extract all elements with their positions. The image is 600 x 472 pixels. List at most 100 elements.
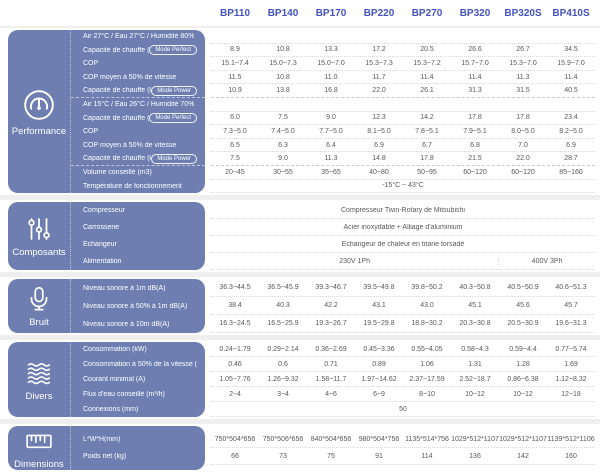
spec-value: 16.5~25.9 — [267, 320, 299, 328]
spec-sections: Performance Air 27°C / Eau 27°C / Humidit… — [0, 28, 600, 472]
spec-value: 6.3 — [278, 141, 288, 149]
spec-value: 10.9 — [228, 87, 242, 95]
spec-value: 60~120 — [511, 168, 535, 176]
spec-label-row: Air 15°C / Eau 26°C / Humidité 70% — [71, 98, 205, 112]
spec-value-row: 66 73 75 91 114 136 142 160 — [211, 448, 595, 466]
section-header: Divers — [8, 342, 71, 418]
spec-value: 7.4~5.0 — [271, 127, 295, 135]
spec-value: 9.0 — [278, 155, 288, 163]
spec-label: Niveau sonore à 50% à 1m dB(A) — [83, 302, 188, 310]
spec-value: 142 — [517, 452, 529, 460]
spec-value: 15.9~7.0 — [557, 59, 585, 67]
section-values: 36.3~44.5 36.5~45.9 39.3~46.7 39.5~49.8 39.8… — [205, 279, 595, 334]
spec-label: Température de fonctionnement — [83, 182, 182, 190]
spec-value: 6.5 — [230, 141, 240, 149]
spec-value: 7.5 — [278, 114, 288, 122]
mode-badge: Mode Perfect — [149, 113, 197, 124]
section-bruit: Bruit Niveau sonore à 1m dB(A) Niveau sono… — [0, 277, 600, 336]
spec-label-row: L*W*H(mm) — [71, 431, 205, 448]
section-values: 750*504*656 750*506*656 840*504*656 980*504… — [205, 426, 595, 470]
spec-value: 7.7~5.0 — [319, 127, 343, 135]
model-header-row: BP110 BP140 BP170 BP220 BP270 BP320 BP320S BP41… — [0, 0, 600, 26]
spec-value-row: Compresseur Twin-Rotary de Mitsubishi — [211, 202, 595, 220]
spec-label-row: Niveau sonore à 1m dB(A) — [71, 279, 205, 297]
gauge-icon — [21, 87, 57, 123]
spec-value: 0.77~5.74 — [555, 345, 587, 353]
spec-value: 73 — [279, 452, 287, 460]
spec-value: 0.6 — [278, 360, 288, 368]
section-performance: Performance Air 27°C / Eau 27°C / Humidit… — [0, 28, 600, 196]
spec-value: 15.3~7.0 — [509, 59, 537, 67]
section-composants: Composants Compresseur Carrosserie Échangeu… — [0, 200, 600, 273]
spec-label: Air 27°C / Eau 27°C / Humidité 80% — [83, 33, 195, 41]
spec-value: 36.5~45.9 — [267, 284, 299, 292]
section-header: Dimensions — [8, 426, 71, 471]
section-header: Performance — [8, 30, 71, 194]
spec-value: 6.0 — [230, 114, 240, 122]
spec-value-span: Échangeur de chaleur en titane torsadé — [341, 240, 465, 248]
spec-value: 10~12 — [465, 390, 485, 398]
spec-value-row: 36.3~44.5 36.5~45.9 39.3~46.7 39.5~49.8 39.8… — [211, 279, 595, 298]
spec-value: 114 — [421, 452, 433, 460]
spec-value: 750*506*656 — [262, 435, 304, 443]
spec-value: 8.1~5.0 — [367, 127, 391, 135]
mode-badge: Mode Perfect — [149, 45, 197, 56]
section-panel: Performance Air 27°C / Eau 27°C / Humidit… — [8, 30, 205, 194]
spec-value: 0.29~2.14 — [267, 345, 299, 353]
spec-label-row: Capacité de chauffe (kW)Mode Power — [71, 152, 205, 166]
spec-value: 18.8~30.2 — [411, 320, 443, 328]
spec-value-row: 11.5 10.8 11.0 11.7 11.4 11.4 11.3 11.4 — [211, 71, 595, 85]
section-labels: Consommation (kW) Consommation à 50% de l… — [71, 342, 205, 417]
spec-value: 13.8 — [276, 87, 290, 95]
spec-value: 840*504*656 — [310, 435, 352, 443]
spec-label: Capacité de chauffe (kW) — [83, 87, 152, 95]
spec-value: 20.3~30.8 — [459, 320, 491, 328]
spec-value: 7.0 — [518, 141, 528, 149]
spec-value-row: -15°C ~ 43°C — [211, 180, 595, 194]
spec-value: 11.3 — [516, 73, 530, 81]
spec-value: 4~6 — [325, 390, 337, 398]
spec-value: 8.0~5.0 — [511, 127, 535, 135]
spec-label-row: Échangeur — [71, 236, 205, 253]
spec-value: 34.5 — [564, 46, 578, 54]
spec-value: 3~4 — [277, 390, 289, 398]
section-values: 8.9 10.8 13.3 17.2 20.5 26.6 26.7 34.5 15.1~7.4 1… — [205, 30, 595, 194]
spec-value: 43.0 — [420, 302, 434, 310]
spec-value: 8~10 — [419, 390, 435, 398]
section-panel: Dimensions L*W*H(mm) Poids net (kg) — [8, 426, 205, 471]
spec-label-row: Capacité de chauffe (kW)Mode Power — [71, 84, 205, 98]
spec-value: 22.0 — [516, 155, 530, 163]
spec-value: 11.4 — [564, 73, 578, 81]
spec-value: 1.97~14.62 — [361, 375, 397, 383]
spec-value: 2.37~17.59 — [409, 375, 445, 383]
spec-value: 15.3~7.3 — [365, 59, 393, 67]
spec-value: 20.5 — [420, 46, 434, 54]
spec-value-row: 50 — [211, 402, 595, 418]
mic-icon — [24, 284, 54, 314]
spec-value-row: 230V 1Ph 400V 3Ph — [211, 253, 595, 271]
spec-value: 35~65 — [321, 168, 341, 176]
spec-label: L*W*H(mm) — [83, 436, 121, 444]
spec-value: 45.7 — [564, 302, 578, 310]
spec-label-row: Air 27°C / Eau 27°C / Humidité 80% — [71, 30, 205, 44]
spec-value: 75 — [327, 452, 335, 460]
spec-label: Courant minimal (A) — [83, 376, 146, 384]
spec-value: 7.5 — [230, 155, 240, 163]
spec-label: COP moyen à 50% de vitesse — [83, 74, 177, 82]
spec-value: 1135*514*756 — [405, 435, 449, 443]
spec-value: 17.8 — [516, 114, 530, 122]
spec-value: 13.3 — [324, 46, 338, 54]
spec-value: 17.8 — [420, 155, 434, 163]
spec-label-row: Capacité de chauffe (kW)Mode Perfect — [71, 44, 205, 58]
spec-value: 31.3 — [468, 87, 482, 95]
spec-value: 15.7~7.0 — [461, 59, 489, 67]
spec-value-row: 0.24~1.79 0.29~2.14 0.36~2.69 0.45~3.36 0.55… — [211, 342, 595, 358]
spec-value-span: 50 — [399, 405, 407, 413]
model-column-header: BP270 — [411, 7, 443, 19]
spec-value: 7.9~5.1 — [463, 127, 487, 135]
spec-value: 30~55 — [273, 168, 293, 176]
spec-value: 0.45~3.36 — [363, 345, 395, 353]
spec-label: Air 15°C / Eau 26°C / Humidité 70% — [83, 101, 195, 109]
spec-value: 85~160 — [559, 168, 583, 176]
model-column-header: BP170 — [315, 7, 347, 19]
